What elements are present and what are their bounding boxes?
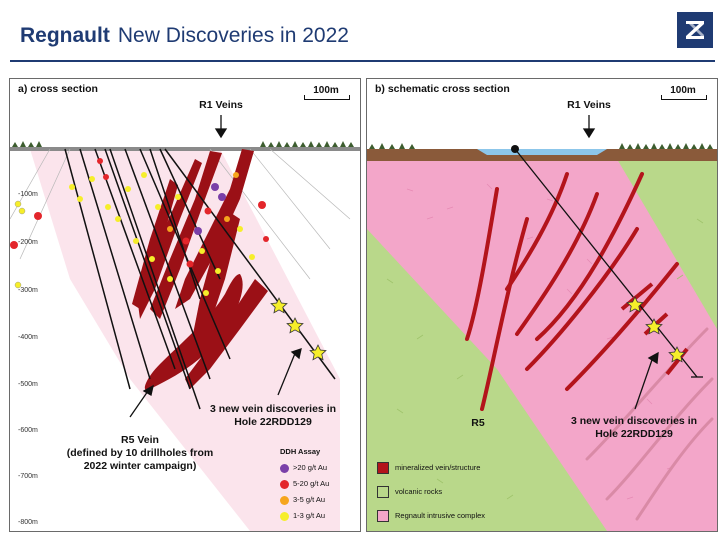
discovery-label-line: 3 new vein discoveries in bbox=[209, 403, 337, 415]
cross-section-title: a) cross section bbox=[18, 83, 98, 95]
lake bbox=[477, 149, 607, 155]
depth-tick: -500m bbox=[18, 381, 38, 388]
faint-drill-traces bbox=[10, 148, 351, 280]
r5-label: R5 bbox=[471, 417, 485, 429]
assay-dots bbox=[10, 158, 269, 296]
orange-dot-icon bbox=[280, 495, 289, 505]
volcanic-texture bbox=[386, 218, 704, 500]
discovery-stars bbox=[626, 296, 686, 363]
intrusive-texture bbox=[406, 183, 674, 500]
assay-legend-item: 1-3 g/t Au bbox=[280, 511, 325, 521]
depth-tick: -600m bbox=[18, 427, 38, 434]
r5-vein-label-line: 2022 winter campaign) bbox=[83, 460, 197, 472]
discovery-label: 3 new vein discoveries in Hole 22RDD129 bbox=[559, 415, 709, 441]
volcanic-swatch-icon bbox=[377, 486, 389, 498]
drill-holes bbox=[64, 148, 336, 410]
page-subtitle: New Discoveries in 2022 bbox=[117, 24, 349, 47]
r5-vein-label-line: R5 Vein bbox=[121, 434, 159, 446]
depth-tick: -800m bbox=[18, 519, 38, 526]
assay-legend-item: >20 g/t Au bbox=[280, 463, 327, 473]
depth-tick: -100m bbox=[18, 191, 38, 198]
intrusive-halo bbox=[30, 149, 340, 531]
geology-legend-item: Regnault intrusive complex bbox=[377, 510, 485, 522]
intrusive-swatch-icon bbox=[377, 510, 389, 522]
surface-trees bbox=[12, 141, 354, 147]
scale-label: 100m bbox=[670, 85, 696, 96]
company-logo bbox=[677, 12, 713, 48]
r1-veins-label: R1 Veins bbox=[567, 99, 611, 111]
logo-mark-icon bbox=[686, 21, 704, 39]
scale-bar bbox=[661, 95, 707, 100]
schematic-veins bbox=[465, 172, 679, 411]
schematic-section-title: b) schematic cross section bbox=[375, 83, 510, 95]
depth-tick: -300m bbox=[18, 287, 38, 294]
yellow-dot-icon bbox=[280, 511, 289, 521]
surface-trees bbox=[369, 143, 713, 149]
header-divider bbox=[10, 60, 715, 62]
discovery-stars bbox=[270, 297, 327, 361]
scale-bar bbox=[304, 95, 350, 100]
r5-vein-label-line: (defined by 10 drillholes from bbox=[66, 447, 214, 459]
depth-tick: -400m bbox=[18, 334, 38, 341]
discovery-label-line: 3 new vein discoveries in bbox=[570, 415, 698, 427]
depth-tick: -700m bbox=[18, 473, 38, 480]
depth-tick: -200m bbox=[18, 239, 38, 246]
red-dot-icon bbox=[280, 479, 289, 489]
company-name: Regnault bbox=[20, 24, 110, 47]
ground-surface bbox=[10, 147, 360, 151]
r5-vein-label: R5 Vein (defined by 10 drillholes from 2… bbox=[50, 434, 230, 473]
cross-section-drawing bbox=[10, 115, 360, 531]
page-title: Regnault New Discoveries in 2022 bbox=[20, 24, 349, 48]
assay-legend-item: 5-20 g/t Au bbox=[280, 479, 329, 489]
discovery-label: 3 new vein discoveries in Hole 22RDD129 bbox=[198, 403, 348, 429]
geology-legend-item: mineralized vein/structure bbox=[377, 462, 480, 474]
vein-swatch-icon bbox=[377, 462, 389, 474]
discovery-label-line: Hole 22RDD129 bbox=[234, 416, 312, 428]
intrusive-complex-area bbox=[367, 159, 717, 531]
annotation-arrows bbox=[129, 115, 302, 418]
header: Regnault New Discoveries in 2022 bbox=[0, 0, 725, 68]
scale-label: 100m bbox=[313, 85, 339, 96]
assay-legend-title: DDH Assay bbox=[280, 447, 321, 456]
r1-veins-label: R1 Veins bbox=[199, 99, 243, 111]
projected-veins bbox=[585, 327, 714, 521]
schematic-section-panel: b) schematic cross section 100m R1 Veins… bbox=[366, 78, 718, 532]
discovery-label-line: Hole 22RDD129 bbox=[595, 428, 673, 440]
geology-legend-item: volcanic rocks bbox=[377, 486, 442, 498]
cross-section-panel: a) cross section 100m R1 Veins -100m -20… bbox=[9, 78, 361, 532]
purple-dot-icon bbox=[280, 463, 289, 473]
schematic-section-drawing bbox=[367, 115, 717, 531]
annotation-arrows bbox=[582, 115, 659, 410]
assay-legend-item: 3-5 g/t Au bbox=[280, 495, 325, 505]
